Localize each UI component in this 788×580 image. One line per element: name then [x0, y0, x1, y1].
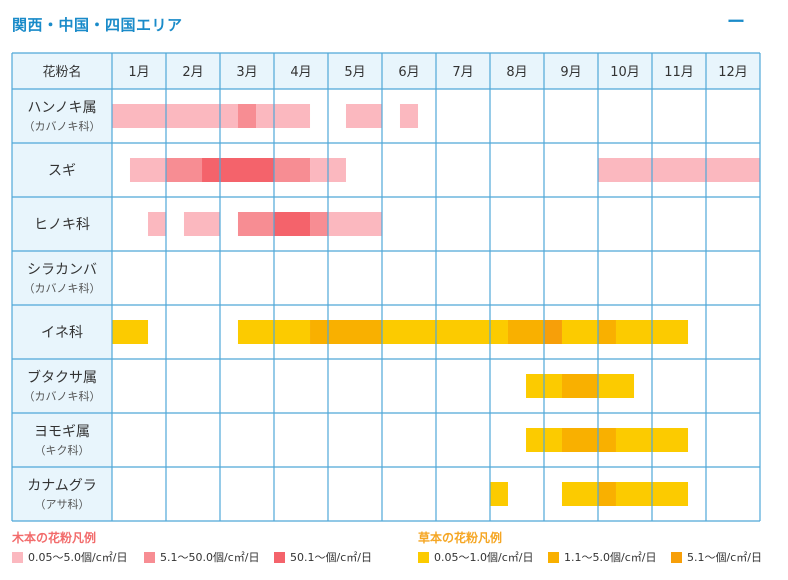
month-label: 2月: [182, 65, 203, 80]
legend-item-grass-high: 5.1～個/c㎡/日: [671, 549, 762, 565]
pollen-bar: [561, 320, 598, 344]
pollen-family: （カバノキ科）: [24, 281, 101, 295]
grass-legend-title: 草本の花粉凡例: [418, 531, 503, 545]
tree-legend-title: 木本の花粉凡例: [12, 531, 97, 545]
month-label: 3月: [236, 65, 257, 80]
pollen-bar: [598, 320, 616, 344]
pollen-bar: [310, 212, 328, 236]
pollen-bar: [345, 104, 382, 128]
pollen-bar: [129, 158, 166, 182]
month-label: 11月: [664, 65, 694, 80]
month-label: 9月: [560, 65, 581, 80]
pollen-bar: [237, 104, 257, 128]
legend-swatch: [12, 551, 23, 563]
pollen-bar: [310, 320, 382, 344]
legend-swatch: [671, 551, 682, 563]
month-label: 7月: [452, 65, 473, 80]
pollen-bar: [274, 212, 311, 236]
legend-label: 0.05～1.0個/c㎡/日: [434, 551, 534, 564]
legend-label: 50.1～個/c㎡/日: [290, 551, 372, 564]
legend-swatch: [144, 551, 155, 563]
pollen-family: （キク科）: [35, 443, 90, 457]
pollen-bar: [598, 374, 635, 398]
pollen-bar: [183, 212, 220, 236]
corner-label: 花粉名: [42, 64, 81, 80]
month-label: 4月: [290, 65, 311, 80]
legend-swatch: [418, 551, 429, 563]
pollen-bar: [561, 428, 616, 452]
pollen-bar: [328, 212, 382, 236]
month-label: 10月: [610, 65, 640, 80]
pollen-name: ヨモギ属: [34, 424, 90, 440]
legend-item-grass-low: 0.05～1.0個/c㎡/日: [418, 549, 533, 565]
header-row-bg: [12, 53, 760, 89]
collapse-button[interactable]: ー: [727, 12, 745, 33]
pollen-bar: [561, 374, 598, 398]
legend-label: 5.1～個/c㎡/日: [687, 551, 762, 564]
pollen-name: ブタクサ属: [27, 369, 97, 386]
legend-label: 0.05～5.0個/c㎡/日: [28, 551, 128, 564]
legend-label: 5.1～50.0個/c㎡/日: [160, 551, 260, 564]
pollen-bar: [202, 158, 274, 182]
legend-item-tree-low: 0.05～5.0個/c㎡/日: [12, 549, 127, 565]
pollen-bar: [544, 320, 562, 344]
month-label: 1月: [128, 65, 149, 80]
legend-label: 1.1～5.0個/c㎡/日: [564, 551, 657, 564]
legend-swatch: [274, 551, 285, 563]
pollen-family: （カバノキ科）: [24, 119, 101, 133]
pollen-family: （カバノキ科）: [24, 389, 101, 403]
month-label: 12月: [718, 65, 748, 80]
pollen-name: スギ: [48, 163, 76, 179]
legend-item-grass-mid: 1.1～5.0個/c㎡/日: [548, 549, 656, 565]
month-label: 6月: [398, 65, 419, 80]
month-label: 5月: [344, 65, 365, 80]
pollen-bar: [561, 482, 598, 506]
pollen-bar: [256, 104, 311, 128]
pollen-bar: [399, 104, 419, 128]
pollen-bar: [382, 320, 508, 344]
pollen-name: ヒノキ科: [34, 217, 90, 233]
pollen-bar: [112, 104, 238, 128]
pollen-bar: [148, 212, 166, 236]
pollen-bar: [598, 158, 760, 182]
pollen-bar: [237, 212, 274, 236]
pollen-bar: [507, 320, 544, 344]
pollen-name: シラカンバ: [27, 262, 97, 278]
pollen-name: イネ科: [41, 325, 83, 341]
page-title: 関西・中国・四国エリア: [12, 16, 183, 34]
pollen-name: ハンノキ属: [27, 100, 96, 116]
pollen-bar: [112, 320, 149, 344]
legend-item-tree-high: 50.1～個/c㎡/日: [274, 549, 372, 565]
pollen-bar: [490, 482, 508, 506]
pollen-bar: [166, 158, 203, 182]
pollen-name: カナムグラ: [27, 478, 97, 494]
pollen-bar: [274, 158, 311, 182]
legend-item-tree-mid: 5.1～50.0個/c㎡/日: [144, 549, 259, 565]
legend-swatch: [548, 551, 559, 563]
month-label: 8月: [506, 65, 527, 80]
pollen-family: （アサ科）: [35, 497, 90, 511]
pollen-bar: [598, 482, 616, 506]
